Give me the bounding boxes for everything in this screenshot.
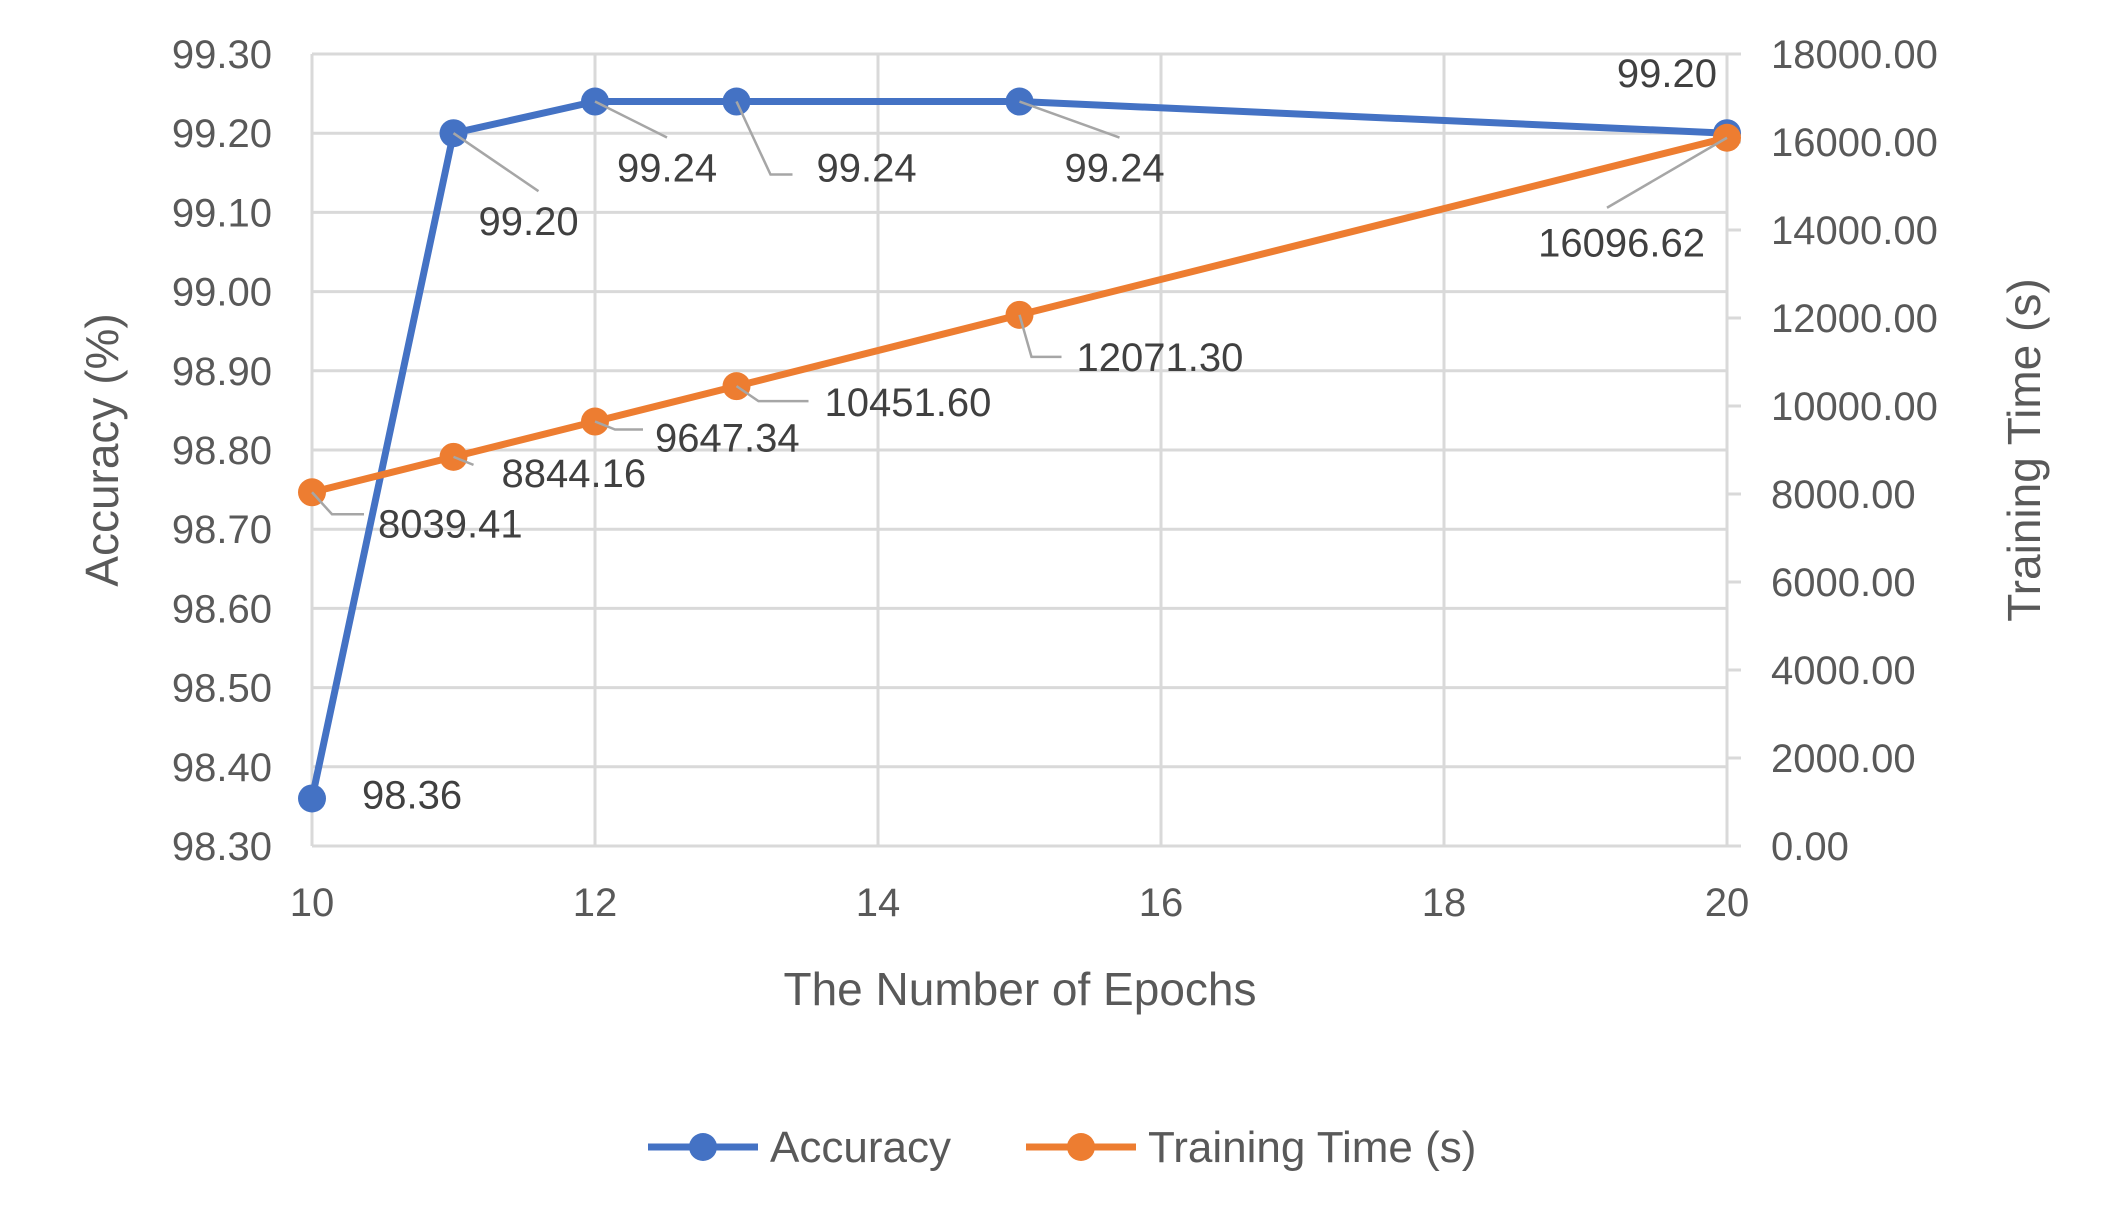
- training-time-data-label: 10451.60: [825, 381, 992, 425]
- accuracy-data-label: 99.20: [1617, 52, 1717, 96]
- training-time-label-leader: [311, 491, 364, 516]
- accuracy-label-leader: [452, 132, 540, 193]
- training-time-label-leader: [453, 455, 474, 467]
- y2-tick-label: 14000.00: [1771, 209, 1938, 253]
- accuracy-label-leader: [1019, 100, 1120, 139]
- data-label-leaders: [311, 100, 1728, 516]
- x-tick-label: 14: [856, 881, 901, 925]
- training-time-data-label: 8844.16: [502, 452, 647, 496]
- y-tick-label: 99.20: [172, 112, 272, 156]
- x-tick-label: 20: [1705, 881, 1750, 925]
- x-axis-title: The Number of Epochs: [783, 963, 1256, 1015]
- y-axis-title: Accuracy (%): [76, 313, 128, 586]
- y-tick-label: 98.30: [172, 825, 272, 869]
- legend: Accuracy Training Time (s): [648, 1123, 1476, 1172]
- y-tick-label: 98.40: [172, 746, 272, 790]
- y2-axis-title: Training Time (s): [1998, 278, 2050, 621]
- legend-accuracy-marker: [689, 1133, 717, 1161]
- accuracy-series-line: [308, 98, 1728, 800]
- training-time-data-label: 16096.62: [1538, 222, 1705, 266]
- y-tick-label: 98.70: [172, 508, 272, 552]
- y-tick-label: 98.80: [172, 429, 272, 473]
- legend-training-time-label: Training Time (s): [1148, 1123, 1476, 1172]
- accuracy-data-point: [298, 784, 326, 813]
- axes: 98.30 98.40 98.50 98.60 98.70 98.80 98.90 99.00…: [76, 33, 2050, 1015]
- y2-tick-label: 16000.00: [1771, 121, 1938, 165]
- training-time-label-leader: [1606, 136, 1728, 209]
- training-time-label-leader: [1018, 314, 1062, 359]
- y-tick-label: 98.50: [172, 667, 272, 711]
- y-tick-label: 99.10: [172, 191, 272, 235]
- gridlines: [310, 52, 1741, 848]
- legend-accuracy-label: Accuracy: [770, 1123, 951, 1172]
- training-time-data-label: 8039.41: [378, 502, 523, 546]
- x-tick-label: 16: [1139, 881, 1184, 925]
- y2-tick-label: 8000.00: [1771, 473, 1916, 517]
- x-tick-label: 10: [290, 881, 335, 925]
- y-tick-label: 98.90: [172, 350, 272, 394]
- training-time-series-line: [311, 134, 1728, 496]
- accuracy-data-label: 99.20: [479, 200, 579, 244]
- y2-tick-label: 12000.00: [1771, 297, 1938, 341]
- x-tick-label: 18: [1422, 881, 1467, 925]
- y2-tick-label: 10000.00: [1771, 385, 1938, 429]
- y-tick-label: 99.30: [172, 33, 272, 77]
- legend-training-time-marker: [1067, 1133, 1095, 1161]
- accuracy-data-label: 98.36: [362, 773, 462, 817]
- accuracy-data-label: 99.24: [617, 147, 717, 191]
- y-tick-label: 99.00: [172, 271, 272, 315]
- training-time-data-label: 12071.30: [1077, 336, 1244, 380]
- x-tick-label: 12: [573, 881, 618, 925]
- accuracy-data-label: 99.24: [817, 147, 917, 191]
- data-labels: 98.36 99.20 99.24 99.24 99.24 99.20 8039.41 884…: [362, 52, 1717, 817]
- y2-tick-label: 4000.00: [1771, 649, 1916, 693]
- y2-tick-label: 18000.00: [1771, 33, 1938, 77]
- accuracy-data-label: 99.24: [1065, 147, 1165, 191]
- accuracy-label-leader: [594, 100, 668, 139]
- y2-tick-label: 6000.00: [1771, 561, 1916, 605]
- training-time-label-leader: [594, 420, 643, 431]
- y2-tick-label: 2000.00: [1771, 737, 1916, 781]
- training-time-data-label: 9647.34: [655, 417, 800, 461]
- y-tick-label: 98.60: [172, 587, 272, 631]
- y2-tick-label: 0.00: [1771, 825, 1849, 869]
- accuracy-label-leader: [735, 100, 793, 176]
- training-time-label-leader: [735, 385, 809, 403]
